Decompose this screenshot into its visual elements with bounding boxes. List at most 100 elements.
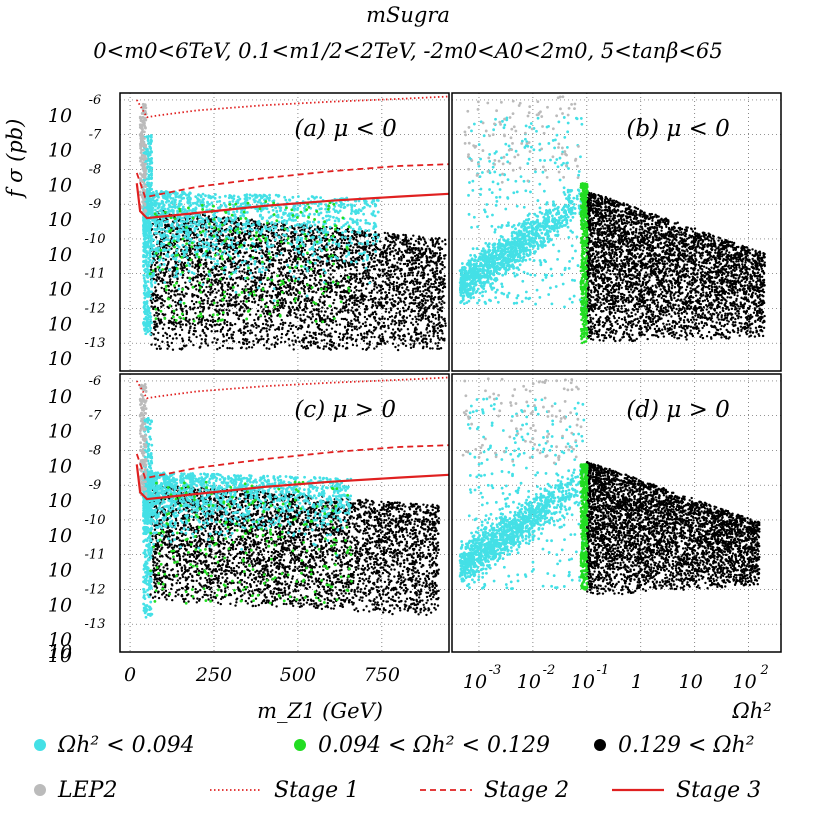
point-cyan bbox=[223, 250, 227, 253]
point-black bbox=[436, 240, 439, 244]
point-black bbox=[235, 303, 238, 306]
point-black bbox=[286, 271, 289, 275]
point-black bbox=[440, 247, 444, 251]
point-black bbox=[388, 259, 392, 262]
point-black bbox=[397, 296, 400, 299]
point-black bbox=[196, 280, 199, 283]
point-black bbox=[303, 285, 307, 289]
point-black bbox=[247, 291, 250, 294]
point-black bbox=[258, 251, 261, 255]
point-black bbox=[425, 280, 428, 283]
point-black bbox=[352, 238, 355, 241]
point-black bbox=[417, 270, 420, 273]
point-black bbox=[367, 265, 370, 269]
point-black bbox=[405, 288, 408, 291]
point-black bbox=[406, 328, 410, 331]
point-black bbox=[388, 298, 392, 301]
point-black bbox=[301, 280, 304, 283]
point-cyan bbox=[283, 208, 287, 212]
point-black bbox=[202, 270, 206, 274]
point-black bbox=[392, 236, 396, 240]
point-black bbox=[293, 308, 296, 312]
point-black bbox=[417, 312, 420, 316]
point-black bbox=[347, 230, 350, 233]
point-black bbox=[329, 290, 333, 293]
point-black bbox=[213, 287, 217, 291]
point-black bbox=[431, 285, 434, 289]
point-black bbox=[210, 278, 213, 282]
point-black bbox=[277, 258, 281, 262]
point-black bbox=[280, 266, 283, 269]
point-cyan bbox=[297, 277, 300, 281]
point-black bbox=[300, 228, 304, 232]
point-black bbox=[243, 271, 246, 274]
point-cyan bbox=[179, 273, 183, 276]
point-black bbox=[270, 232, 273, 235]
point-black bbox=[415, 305, 419, 308]
point-black bbox=[242, 268, 246, 271]
point-black bbox=[377, 268, 381, 271]
point-black bbox=[332, 301, 335, 305]
point-black bbox=[428, 305, 431, 308]
point-black bbox=[212, 298, 215, 302]
point-black bbox=[371, 300, 374, 304]
point-black bbox=[228, 302, 231, 305]
point-black bbox=[333, 330, 337, 333]
point-black bbox=[384, 281, 387, 284]
point-black bbox=[300, 295, 303, 298]
point-black bbox=[225, 308, 228, 312]
point-black bbox=[221, 333, 225, 336]
point-black bbox=[424, 282, 427, 285]
point-black bbox=[438, 236, 441, 240]
point-black bbox=[357, 249, 361, 252]
point-black bbox=[179, 238, 182, 241]
point-black bbox=[299, 324, 302, 327]
point-black bbox=[160, 298, 164, 301]
point-black bbox=[409, 346, 413, 350]
point-black bbox=[238, 328, 242, 331]
point-black bbox=[392, 285, 395, 288]
point-black bbox=[437, 297, 440, 301]
point-black bbox=[283, 304, 286, 308]
point-black bbox=[150, 301, 154, 304]
point-black bbox=[362, 248, 365, 251]
point-black bbox=[296, 316, 299, 319]
point-black bbox=[302, 308, 305, 312]
point-black bbox=[437, 322, 440, 326]
point-black bbox=[323, 295, 326, 299]
point-black bbox=[308, 299, 311, 303]
point-black bbox=[434, 243, 437, 246]
point-black bbox=[341, 266, 344, 269]
point-cyan bbox=[241, 202, 245, 205]
point-black bbox=[221, 313, 225, 316]
point-black bbox=[350, 328, 354, 332]
point-black bbox=[407, 239, 410, 242]
point-black bbox=[258, 259, 261, 263]
point-black bbox=[409, 237, 413, 241]
point-black bbox=[181, 347, 184, 350]
point-black bbox=[328, 295, 332, 299]
point-black bbox=[392, 233, 396, 236]
point-black bbox=[430, 294, 433, 298]
point-black bbox=[405, 316, 409, 319]
point-black bbox=[441, 282, 445, 286]
point-black bbox=[226, 283, 229, 287]
point-black bbox=[300, 268, 303, 272]
point-black bbox=[296, 289, 299, 293]
point-black bbox=[316, 225, 320, 228]
point-black bbox=[321, 260, 325, 263]
point-black bbox=[441, 324, 444, 328]
point-black bbox=[352, 264, 355, 267]
point-black bbox=[355, 297, 358, 300]
point-cyan bbox=[317, 230, 321, 234]
point-black bbox=[311, 270, 315, 273]
point-black bbox=[318, 327, 322, 331]
point-black bbox=[245, 305, 248, 309]
point-black bbox=[206, 344, 210, 347]
point-black bbox=[194, 311, 197, 315]
point-cyan bbox=[268, 193, 271, 197]
point-cyan bbox=[315, 228, 319, 232]
point-black bbox=[335, 323, 338, 327]
point-black bbox=[298, 229, 302, 232]
point-black bbox=[252, 297, 256, 300]
